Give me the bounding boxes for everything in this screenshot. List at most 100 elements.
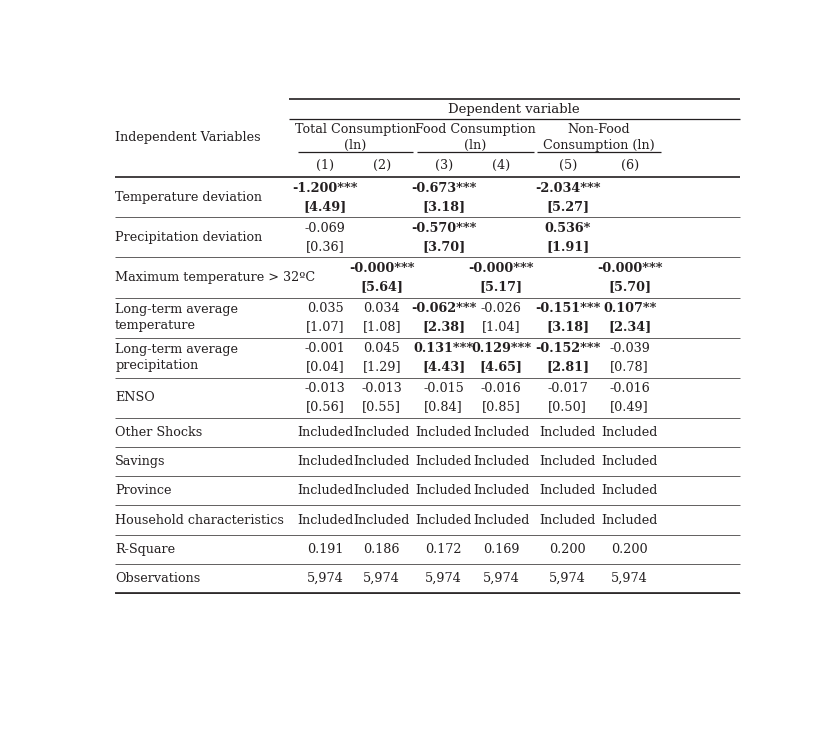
- Text: -0.069: -0.069: [304, 222, 345, 235]
- Text: -0.152***: -0.152***: [535, 342, 600, 355]
- Text: Included: Included: [601, 484, 658, 498]
- Text: Included: Included: [415, 426, 472, 439]
- Text: [5.70]: [5.70]: [608, 280, 651, 294]
- Text: -2.034***: -2.034***: [535, 182, 600, 195]
- Text: [3.70]: [3.70]: [422, 240, 465, 253]
- Text: (2): (2): [373, 159, 391, 172]
- Text: Included: Included: [415, 455, 472, 468]
- Text: 0.536*: 0.536*: [545, 222, 590, 235]
- Text: -0.015: -0.015: [424, 382, 465, 395]
- Text: 0.169: 0.169: [483, 543, 520, 556]
- Text: -0.570***: -0.570***: [411, 222, 476, 235]
- Text: precipitation: precipitation: [115, 359, 198, 372]
- Text: 0.035: 0.035: [307, 302, 344, 315]
- Text: 0.107**: 0.107**: [603, 302, 656, 315]
- Text: Included: Included: [297, 426, 354, 439]
- Text: -0.016: -0.016: [480, 382, 521, 395]
- Text: (4): (4): [492, 159, 510, 172]
- Text: Province: Province: [115, 484, 172, 498]
- Text: [1.07]: [1.07]: [306, 320, 344, 333]
- Text: [0.50]: [0.50]: [548, 400, 587, 413]
- Text: -0.000***: -0.000***: [349, 262, 414, 275]
- Text: -0.017: -0.017: [547, 382, 588, 395]
- Text: ENSO: ENSO: [115, 391, 155, 404]
- Text: Household characteristics: Household characteristics: [115, 514, 284, 526]
- Text: [4.65]: [4.65]: [480, 360, 523, 374]
- Text: [2.38]: [2.38]: [422, 320, 465, 333]
- Text: [0.49]: [0.49]: [610, 400, 649, 413]
- Text: -0.039: -0.039: [610, 342, 651, 355]
- Text: 0.191: 0.191: [307, 543, 344, 556]
- Text: Savings: Savings: [115, 455, 166, 468]
- Text: Temperature deviation: Temperature deviation: [115, 191, 262, 204]
- Text: Food Consumption
(ln): Food Consumption (ln): [415, 123, 536, 152]
- Text: [0.55]: [0.55]: [362, 400, 401, 413]
- Text: 0.045: 0.045: [364, 342, 400, 355]
- Text: [1.04]: [1.04]: [482, 320, 520, 333]
- Text: Included: Included: [297, 514, 354, 526]
- Text: Total Consumption
(ln): Total Consumption (ln): [294, 123, 416, 152]
- Text: 5,974: 5,974: [550, 572, 586, 585]
- Text: [4.49]: [4.49]: [304, 200, 347, 213]
- Text: 0.131***: 0.131***: [414, 342, 474, 355]
- Text: -0.026: -0.026: [480, 302, 521, 315]
- Text: 5,974: 5,974: [425, 572, 462, 585]
- Text: Included: Included: [540, 426, 595, 439]
- Text: [0.85]: [0.85]: [481, 400, 520, 413]
- Text: Other Shocks: Other Shocks: [115, 426, 203, 439]
- Text: [3.18]: [3.18]: [422, 200, 465, 213]
- Text: -1.200***: -1.200***: [293, 182, 358, 195]
- Text: -0.016: -0.016: [610, 382, 650, 395]
- Text: [0.36]: [0.36]: [306, 240, 344, 253]
- Text: Included: Included: [473, 484, 530, 498]
- Text: Independent Variables: Independent Variables: [115, 131, 261, 144]
- Text: [4.43]: [4.43]: [422, 360, 465, 374]
- Text: 0.034: 0.034: [364, 302, 400, 315]
- Text: [3.18]: [3.18]: [546, 320, 590, 333]
- Text: -0.001: -0.001: [304, 342, 345, 355]
- Text: [0.84]: [0.84]: [425, 400, 463, 413]
- Text: (6): (6): [620, 159, 639, 172]
- Text: Included: Included: [297, 455, 354, 468]
- Text: [1.29]: [1.29]: [363, 360, 401, 374]
- Text: Included: Included: [415, 514, 472, 526]
- Text: [1.08]: [1.08]: [363, 320, 401, 333]
- Text: Included: Included: [540, 514, 595, 526]
- Text: 0.200: 0.200: [611, 543, 648, 556]
- Text: Included: Included: [540, 455, 595, 468]
- Text: Included: Included: [473, 455, 530, 468]
- Text: Included: Included: [473, 426, 530, 439]
- Text: -0.151***: -0.151***: [535, 302, 600, 315]
- Text: Included: Included: [354, 514, 409, 526]
- Text: [0.04]: [0.04]: [306, 360, 344, 374]
- Text: -0.013: -0.013: [361, 382, 402, 395]
- Text: Non-Food
Consumption (ln): Non-Food Consumption (ln): [543, 123, 655, 152]
- Text: Included: Included: [415, 484, 472, 498]
- Text: Included: Included: [601, 455, 658, 468]
- Text: [2.34]: [2.34]: [608, 320, 651, 333]
- Text: [5.27]: [5.27]: [546, 200, 590, 213]
- Text: [2.81]: [2.81]: [546, 360, 590, 374]
- Text: 0.172: 0.172: [425, 543, 462, 556]
- Text: Included: Included: [297, 484, 354, 498]
- Text: [0.78]: [0.78]: [610, 360, 649, 374]
- Text: R-Square: R-Square: [115, 543, 175, 556]
- Text: -0.062***: -0.062***: [411, 302, 476, 315]
- Text: Included: Included: [540, 484, 595, 498]
- Text: (1): (1): [316, 159, 334, 172]
- Text: Included: Included: [354, 455, 409, 468]
- Text: Dependent variable: Dependent variable: [449, 103, 580, 116]
- Text: -0.000***: -0.000***: [597, 262, 662, 275]
- Text: [0.56]: [0.56]: [306, 400, 344, 413]
- Text: Precipitation deviation: Precipitation deviation: [115, 231, 263, 244]
- Text: (3): (3): [435, 159, 453, 172]
- Text: 0.129***: 0.129***: [471, 342, 531, 355]
- Text: [5.64]: [5.64]: [360, 280, 403, 294]
- Text: 5,974: 5,974: [483, 572, 520, 585]
- Text: [5.17]: [5.17]: [480, 280, 523, 294]
- Text: Included: Included: [601, 514, 658, 526]
- Text: Included: Included: [354, 426, 409, 439]
- Text: [1.91]: [1.91]: [546, 240, 590, 253]
- Text: 0.200: 0.200: [550, 543, 586, 556]
- Text: -0.673***: -0.673***: [411, 182, 476, 195]
